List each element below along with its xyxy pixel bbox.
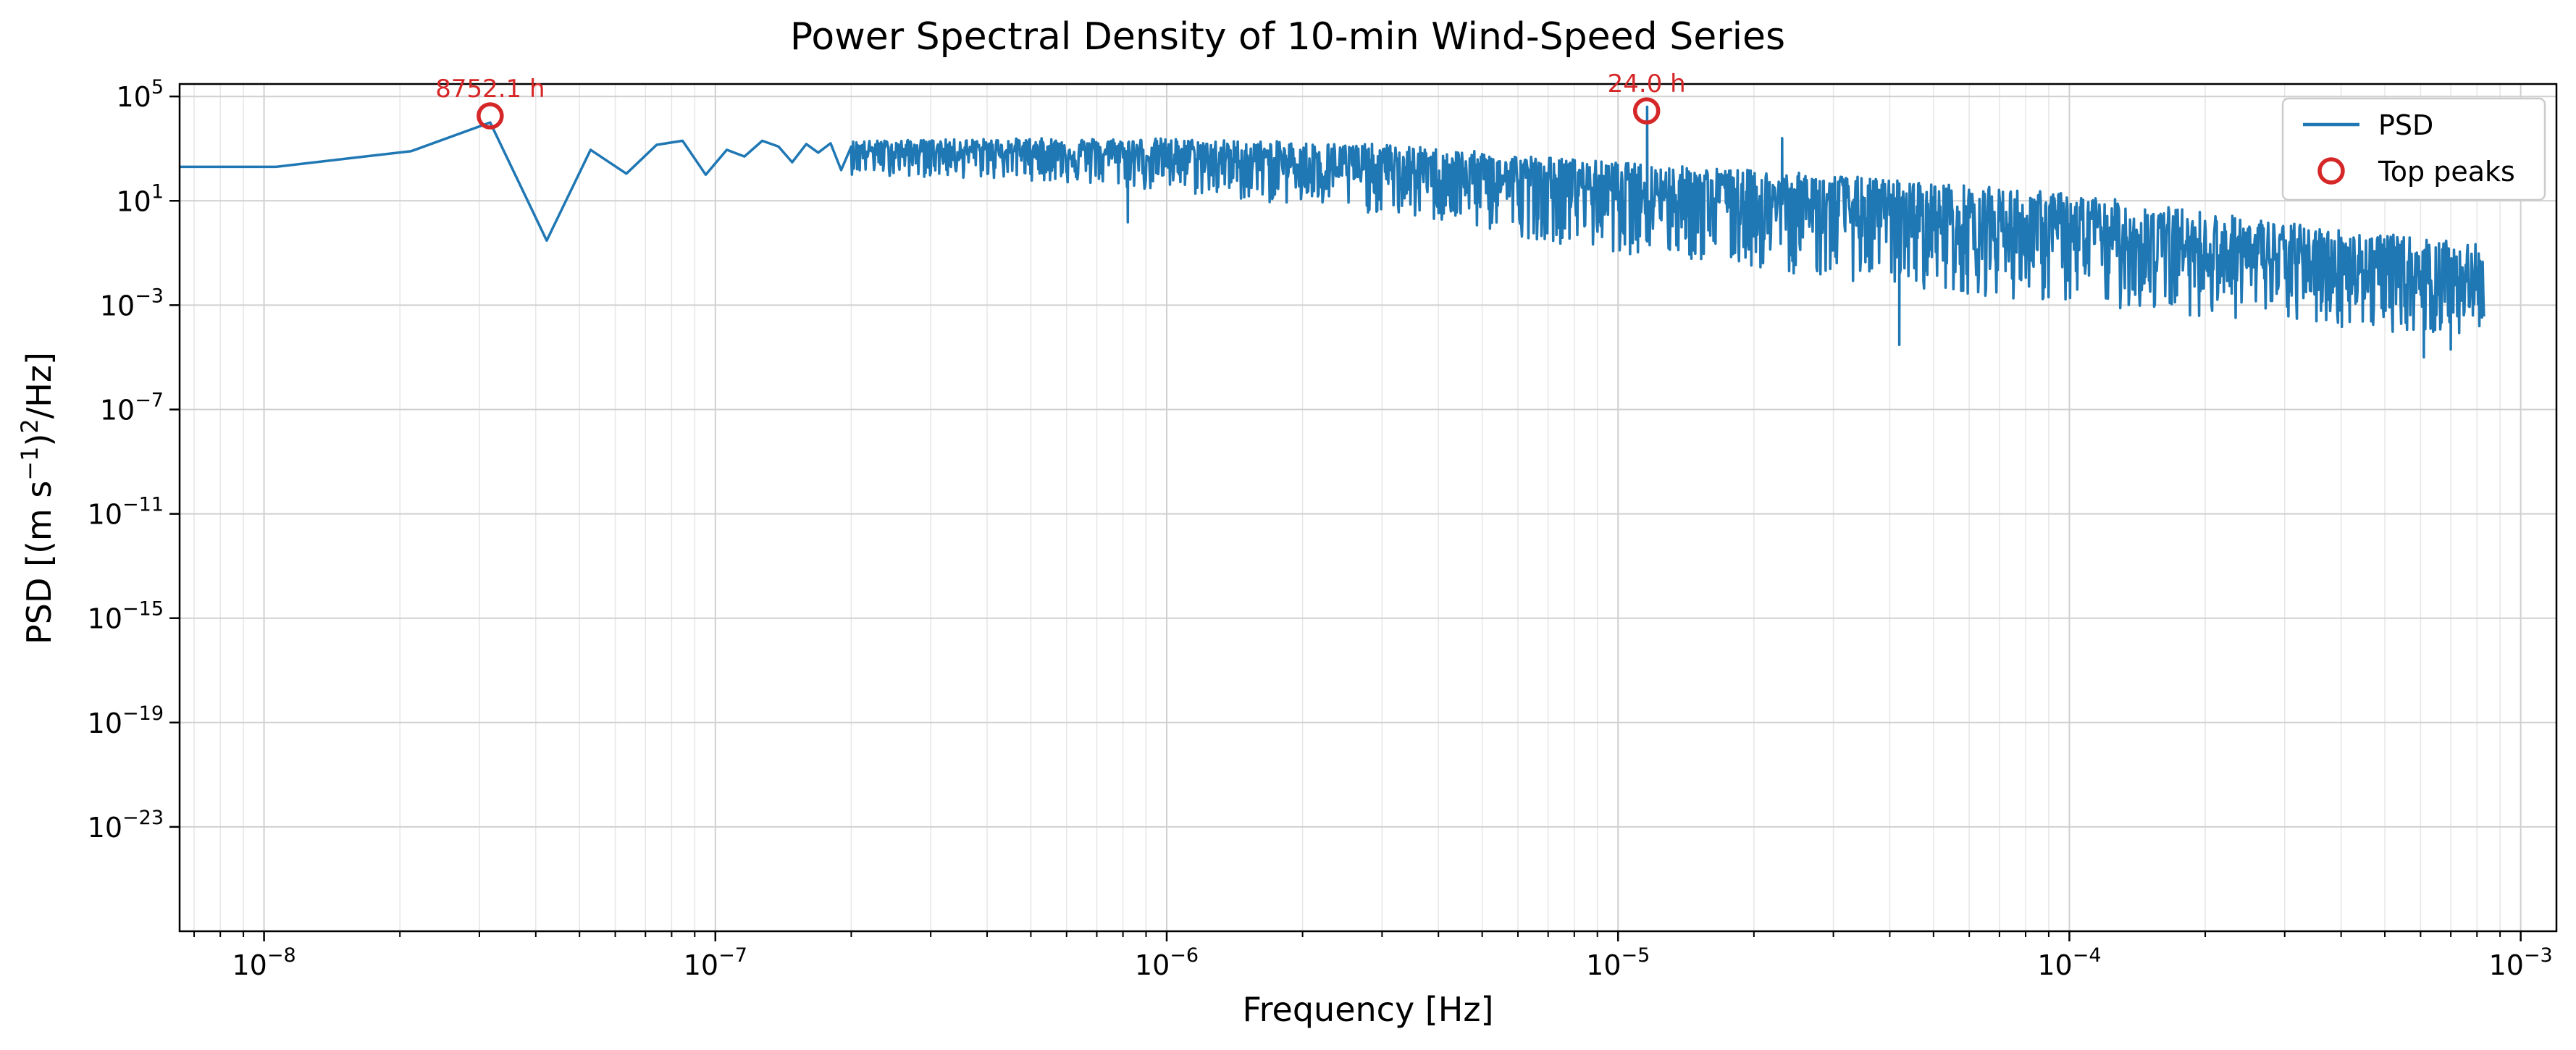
psd-series: [180, 105, 2485, 359]
x-tick-base: 10: [1135, 949, 1170, 981]
y-tick-exp: −7: [135, 389, 164, 411]
legend-peaks-swatch: [2317, 157, 2345, 185]
x-tick-exp: −4: [2073, 944, 2102, 967]
x-tick-base: 10: [2037, 949, 2072, 981]
x-tick-label: 10−7: [684, 944, 747, 981]
x-tick-base: 10: [232, 949, 267, 981]
peak-label: 8752.1 h: [435, 75, 545, 104]
x-tick-exp: −8: [267, 944, 296, 967]
y-tick-base: 10: [100, 290, 135, 322]
legend-peaks-label: Top peaks: [2378, 156, 2515, 188]
y-tick-label: 10−15: [88, 598, 164, 635]
x-tick-base: 10: [684, 949, 718, 981]
y-tick-exp: 1: [151, 180, 164, 203]
y-tick-label: 10−23: [88, 807, 164, 844]
y-tick-label: 10−19: [88, 702, 164, 739]
y-tick-label: 10−11: [88, 494, 164, 531]
x-tick-exp: −3: [2524, 944, 2553, 967]
y-tick-base: 10: [116, 185, 151, 217]
x-axis: 10−8 10−7 10−6 10−5 10−4 10−3: [193, 931, 2553, 981]
legend: PSD Top peaks: [2281, 97, 2546, 201]
plot-area: [180, 97, 2485, 359]
y-tick-exp: −15: [122, 598, 164, 621]
y-tick-label: 101: [116, 180, 164, 217]
x-tick-label: 10−4: [2037, 944, 2101, 981]
x-tick-label: 10−3: [2489, 944, 2553, 981]
y-axis-label: PSD [(m s−1)2/Hz]: [16, 352, 59, 644]
y-tick-base: 10: [88, 603, 122, 635]
y-axis-label-sup2: 2: [16, 419, 43, 433]
peak-markers: [477, 97, 1661, 130]
y-tick-base: 10: [88, 707, 122, 739]
plot-frame: [178, 83, 2558, 933]
y-tick-label: 105: [116, 76, 164, 113]
x-tick-label: 10−8: [232, 944, 296, 981]
y-tick-exp: 5: [151, 76, 164, 98]
y-tick-exp: −3: [135, 285, 164, 307]
y-axis-label-tail: /Hz]: [20, 352, 59, 419]
psd-line: [180, 105, 2485, 359]
y-tick-base: 10: [88, 499, 122, 531]
chart-title: Power Spectral Density of 10-min Wind-Sp…: [790, 15, 1785, 59]
y-tick-label: 10−3: [100, 285, 164, 322]
peak-marker: [477, 102, 504, 130]
y-axis-label-sup1: −1: [16, 447, 43, 481]
y-tick-base: 10: [100, 394, 135, 426]
x-tick-exp: −6: [1170, 944, 1199, 967]
x-tick-label: 10−6: [1135, 944, 1199, 981]
y-axis-label-mid: ): [20, 434, 59, 447]
y-tick-exp: −23: [122, 807, 164, 829]
x-tick-exp: −5: [1621, 944, 1650, 967]
peak-label: 24.0 h: [1608, 70, 1686, 98]
x-axis-label: Frequency [Hz]: [1243, 990, 1494, 1029]
y-tick-label: 10−7: [100, 389, 164, 426]
y-tick-base: 10: [88, 812, 122, 844]
x-tick-base: 10: [2489, 949, 2524, 981]
y-tick-base: 10: [116, 81, 151, 113]
y-tick-exp: −19: [122, 702, 164, 725]
x-tick-base: 10: [1586, 949, 1621, 981]
y-axis-label-main: PSD [(m s: [20, 481, 59, 644]
legend-psd-label: PSD: [2378, 109, 2433, 141]
x-tick-label: 10−5: [1586, 944, 1650, 981]
x-tick-exp: −7: [718, 944, 747, 967]
y-tick-exp: −11: [122, 494, 164, 516]
peak-marker: [1632, 97, 1661, 125]
